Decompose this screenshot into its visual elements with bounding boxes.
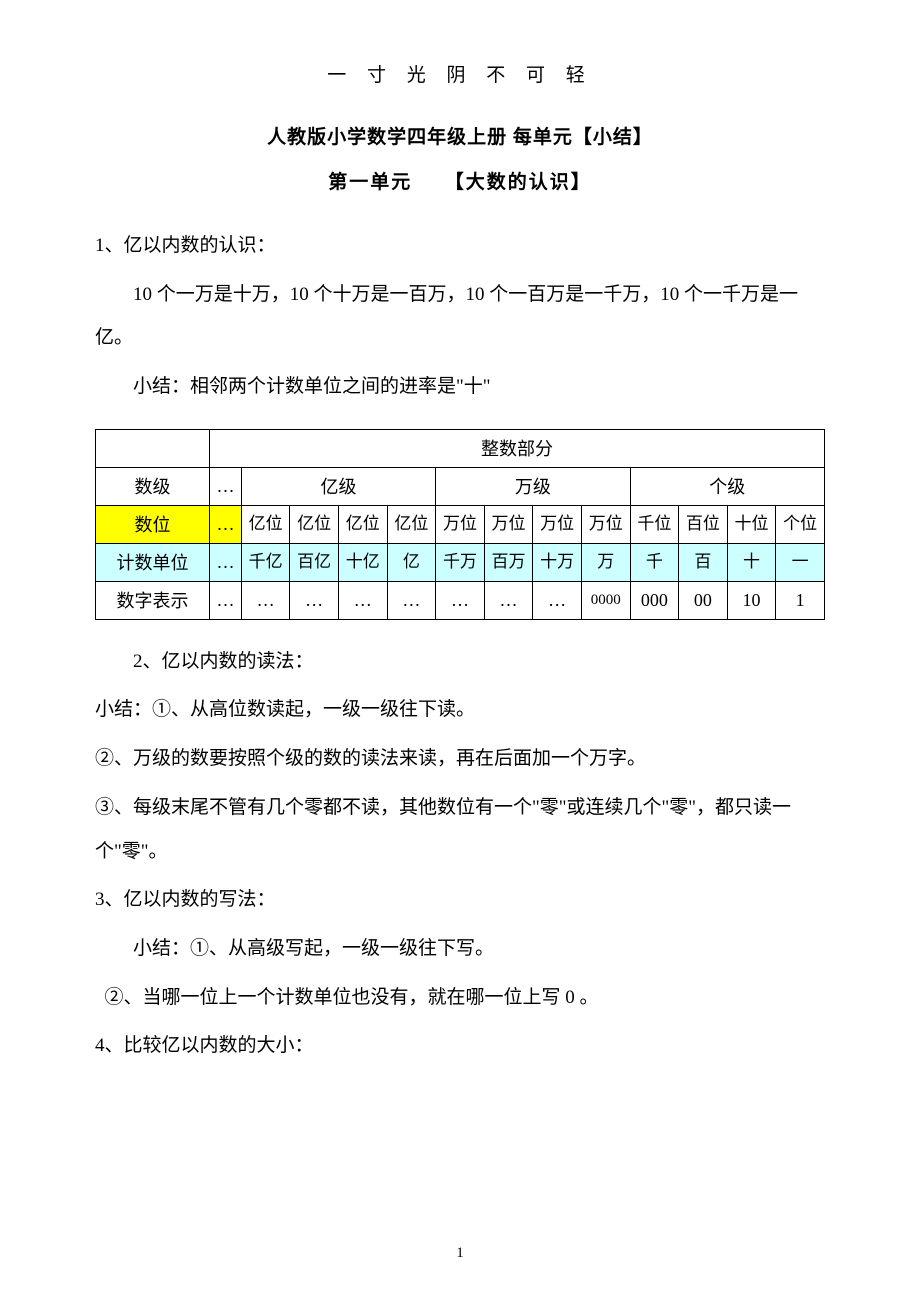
table-cell: 万位: [484, 505, 533, 543]
table-row-position: 数位 … 亿位 亿位 亿位 亿位 万位 万位 万位 万位 千位 百位 十位 个位: [96, 505, 825, 543]
table-cell: 00: [679, 581, 728, 619]
paragraph-5: 小结：①、从高位数读起，一级一级往下读。: [95, 688, 825, 732]
table-cell: 万位: [581, 505, 630, 543]
table-cell-dots: …: [210, 467, 242, 505]
table-cell: 万位: [436, 505, 485, 543]
table-row-digit: 数字表示 … … … … … … … … 0000 000 00 10 1: [96, 581, 825, 619]
table-cell: 百位: [679, 505, 728, 543]
table-cell: 十: [727, 543, 776, 581]
table-cell: 百万: [484, 543, 533, 581]
table-cell: 千亿: [241, 543, 290, 581]
unit-subtitle: 第一单元 【大数的认识】: [95, 167, 825, 194]
table-cell: 十万: [533, 543, 582, 581]
paragraph-8: 3、亿以内数的写法：: [95, 878, 825, 922]
table-row-header: 整数部分: [96, 429, 825, 467]
table-cell: 万位: [533, 505, 582, 543]
paragraph-3: 小结：相邻两个计数单位之间的进率是"十": [95, 365, 825, 409]
table-cell: 十位: [727, 505, 776, 543]
table-cell: 亿位: [290, 505, 339, 543]
table-cell-dots: …: [210, 505, 242, 543]
paragraph-6: ②、万级的数要按照个级的数的读法来读，再在后面加一个万字。: [95, 737, 825, 781]
paragraph-2: 10 个一万是十万，10 个十万是一百万，10 个一百万是一千万，10 个一千万…: [95, 273, 825, 360]
paragraph-4: 2、亿以内数的读法：: [95, 640, 825, 684]
table-row-level: 数级 … 亿级 万级 个级: [96, 467, 825, 505]
table-row-unit: 计数单位 … 千亿 百亿 十亿 亿 千万 百万 十万 万 千 百 十 一: [96, 543, 825, 581]
place-value-table: 整数部分 数级 … 亿级 万级 个级 数位 … 亿位 亿位 亿位 亿位 万位 万…: [95, 429, 825, 620]
table-cell: …: [387, 581, 436, 619]
table-label-position: 数位: [96, 505, 210, 543]
table-cell: 1: [776, 581, 825, 619]
paragraph-9: 小结：①、从高级写起，一级一级往下写。: [95, 927, 825, 971]
paragraph-10: ②、当哪一位上一个计数单位也没有，就在哪一位上写 0 。: [95, 976, 825, 1020]
table-cell: [96, 429, 210, 467]
table-label-level: 数级: [96, 467, 210, 505]
table-label-unit: 计数单位: [96, 543, 210, 581]
table-cell: 百: [679, 543, 728, 581]
doc-title: 人教版小学数学四年级上册 每单元【小结】: [95, 122, 825, 149]
table-cell: …: [290, 581, 339, 619]
table-cell: 千: [630, 543, 679, 581]
table-cell: 10: [727, 581, 776, 619]
table-cell: 0000: [581, 581, 630, 619]
table-cell-group: 个级: [630, 467, 824, 505]
table-cell: 百亿: [290, 543, 339, 581]
table-cell: 一: [776, 543, 825, 581]
table-cell: 千万: [436, 543, 485, 581]
table-cell-dots: …: [210, 543, 242, 581]
table-cell: 万: [581, 543, 630, 581]
page-header: 一 寸 光 阴 不 可 轻: [95, 60, 825, 87]
table-cell: …: [533, 581, 582, 619]
table-cell: 个位: [776, 505, 825, 543]
table-cell: …: [484, 581, 533, 619]
table-cell-group: 亿级: [241, 467, 435, 505]
table-header-main: 整数部分: [210, 429, 825, 467]
table-cell: 亿: [387, 543, 436, 581]
table-cell: 亿位: [338, 505, 387, 543]
table-cell: 千位: [630, 505, 679, 543]
paragraph-1: 1、亿以内数的认识：: [95, 224, 825, 268]
paragraph-11: 4、比较亿以内数的大小：: [95, 1024, 825, 1068]
table-label-digit: 数字表示: [96, 581, 210, 619]
paragraph-7: ③、每级末尾不管有几个零都不读，其他数位有一个"零"或连续几个"零"，都只读一个…: [95, 786, 825, 873]
table-cell: 亿位: [387, 505, 436, 543]
table-cell: 亿位: [241, 505, 290, 543]
table-cell: 000: [630, 581, 679, 619]
table-cell-dots: …: [210, 581, 242, 619]
table-cell: …: [241, 581, 290, 619]
table-cell-group: 万级: [436, 467, 630, 505]
table-cell: …: [338, 581, 387, 619]
table-cell: …: [436, 581, 485, 619]
page-number: 1: [0, 1245, 920, 1262]
table-cell: 十亿: [338, 543, 387, 581]
